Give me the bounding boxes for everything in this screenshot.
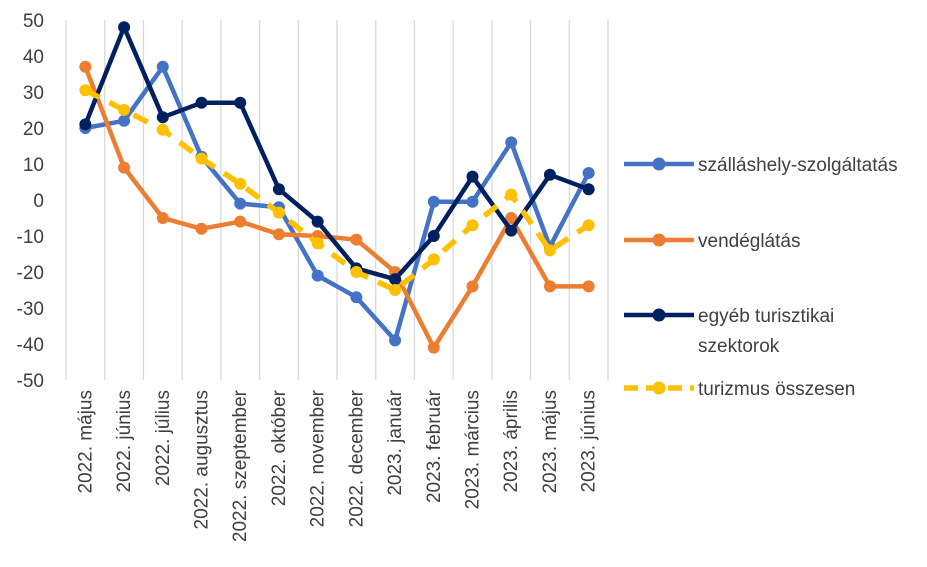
legend-item: egyéb turisztikai szektorok: [624, 306, 834, 357]
x-tick-label: 2022. december: [346, 389, 367, 527]
y-tick-label: 30: [23, 83, 44, 104]
series-2: [79, 21, 595, 286]
data-point: [427, 230, 440, 242]
legend-item: szálláshely-szolgáltatás: [624, 155, 898, 176]
series-layer: [79, 21, 595, 354]
data-point: [543, 244, 556, 257]
data-point: [582, 219, 595, 232]
data-point: [156, 123, 169, 136]
data-point: [79, 118, 92, 131]
x-axis: 2022. május 2022. június 2022. július 2022.…: [75, 389, 599, 542]
y-tick-label: 40: [23, 47, 44, 68]
data-point: [350, 291, 363, 304]
x-tick-label: 2023. március: [463, 390, 484, 509]
data-point: [272, 206, 285, 219]
series-line: [84, 87, 591, 293]
series-line: [83, 64, 591, 350]
data-point: [156, 111, 169, 124]
legend-swatch-marker: [652, 308, 666, 322]
x-tick-label: 2023. január: [385, 389, 406, 495]
x-tick-label: 2023. május: [540, 390, 561, 494]
data-point: [311, 269, 324, 282]
y-tick-label: -50: [17, 371, 44, 392]
legend-item: turizmus összesen: [624, 379, 855, 400]
data-point: [272, 183, 285, 196]
legend-swatch-marker: [652, 233, 666, 247]
data-point: [466, 280, 479, 293]
data-point: [311, 237, 324, 250]
y-tick-label: 10: [23, 155, 44, 176]
data-point: [272, 228, 285, 241]
data-point: [118, 114, 131, 127]
data-point: [466, 219, 479, 232]
x-tick-label: 2022. szeptember: [230, 389, 251, 542]
data-point: [350, 266, 363, 278]
data-point: [79, 60, 92, 73]
data-point: [195, 96, 208, 109]
y-tick-label: 0: [33, 191, 44, 212]
data-point: [427, 341, 440, 354]
y-tick-label: -20: [17, 263, 44, 284]
legend-swatch-marker: [652, 157, 666, 171]
data-point: [505, 212, 518, 224]
data-point: [427, 253, 440, 266]
data-point: [118, 21, 131, 34]
x-tick-label: 2022. november: [308, 389, 329, 527]
y-tick-label: 50: [23, 11, 44, 32]
x-tick-label: 2022. október: [269, 389, 290, 506]
data-point: [505, 136, 518, 149]
legend-label: szálláshely-szolgáltatás: [698, 155, 898, 176]
y-tick-label: -40: [17, 335, 44, 356]
y-tick-label: -30: [17, 299, 44, 320]
data-point: [156, 212, 169, 224]
legend-label: egyéb turisztikai: [698, 306, 834, 327]
data-point: [466, 170, 479, 183]
data-point: [234, 96, 247, 109]
series-line: [83, 64, 591, 343]
x-tick-label: 2023. április: [501, 390, 522, 492]
data-point: [234, 215, 247, 228]
data-point: [195, 152, 208, 165]
data-point: [195, 222, 208, 235]
data-point: [79, 84, 92, 97]
data-point: [582, 280, 595, 293]
legend-label: szektorok: [698, 336, 780, 357]
data-point: [466, 195, 479, 208]
data-point: [389, 284, 402, 296]
y-tick-label: 20: [23, 119, 44, 140]
series-1: [79, 60, 595, 354]
data-point: [234, 177, 247, 190]
data-point: [582, 183, 595, 196]
data-point: [118, 161, 131, 174]
data-point: [505, 224, 518, 237]
data-point: [389, 334, 402, 347]
data-point: [543, 280, 556, 293]
data-point: [427, 195, 440, 208]
data-point: [582, 167, 595, 179]
data-point: [118, 104, 131, 116]
x-tick-label: 2022. augusztus: [192, 390, 213, 529]
x-tick-label: 2023. február: [424, 389, 445, 503]
series-line: [83, 24, 591, 282]
x-tick-label: 2022. május: [75, 390, 96, 494]
data-point: [505, 188, 518, 201]
legend-label: vendéglátás: [698, 231, 800, 252]
data-point: [543, 168, 556, 181]
y-axis: 50 40 30 20 10 0 -10 -20 -30 -40 -50: [17, 11, 44, 392]
data-point: [156, 60, 169, 73]
legend-item: vendéglátás: [624, 231, 800, 252]
series-3: [79, 84, 595, 296]
data-point: [350, 233, 363, 246]
x-tick-label: 2022. június: [114, 390, 135, 492]
data-point: [311, 215, 324, 228]
data-point: [234, 197, 247, 210]
data-point: [389, 273, 402, 286]
x-tick-label: 2023. június: [579, 390, 600, 492]
x-tick-label: 2022. július: [153, 390, 174, 486]
legend-swatch-marker: [652, 381, 666, 395]
legend-label: turizmus összesen: [698, 379, 855, 400]
legend: szálláshely-szolgáltatás vendéglátás egyéb…: [624, 155, 898, 400]
y-tick-label: -10: [17, 227, 44, 248]
